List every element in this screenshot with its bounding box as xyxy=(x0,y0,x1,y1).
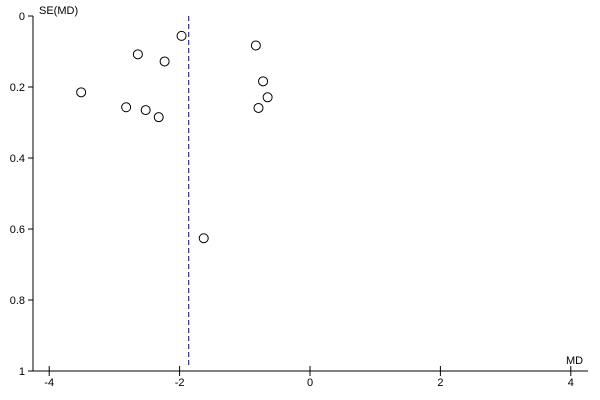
study-point xyxy=(140,105,151,116)
x-tick-label: -2 xyxy=(175,377,185,389)
x-axis-label: MD xyxy=(566,355,583,367)
study-point xyxy=(76,87,87,98)
y-tick-label: 0.6 xyxy=(10,224,25,236)
y-tick-label: 1 xyxy=(19,366,25,378)
study-point xyxy=(198,233,209,244)
y-tick-label: 0.2 xyxy=(10,82,25,94)
y-axis-label: SE(MD) xyxy=(39,5,78,17)
x-tick-label: 4 xyxy=(568,377,574,389)
x-tick-label: 2 xyxy=(437,377,443,389)
study-point xyxy=(121,102,132,113)
study-point xyxy=(153,112,164,123)
study-point xyxy=(132,49,143,60)
study-point xyxy=(159,56,170,67)
study-point xyxy=(176,30,187,41)
study-point xyxy=(250,40,261,51)
x-tick-label: -4 xyxy=(44,377,54,389)
x-tick-label: 0 xyxy=(307,377,313,389)
y-tick-label: 0.4 xyxy=(10,153,25,165)
study-point xyxy=(262,92,273,103)
data-points xyxy=(76,30,273,244)
axes: 0 0.2 0.4 0.6 0.8 1 -4 -2 0 2 4 xyxy=(10,11,588,389)
y-tick-label: 0.8 xyxy=(10,295,25,307)
y-tick-label: 0 xyxy=(19,11,25,23)
study-point xyxy=(253,102,264,113)
study-point xyxy=(258,76,269,87)
